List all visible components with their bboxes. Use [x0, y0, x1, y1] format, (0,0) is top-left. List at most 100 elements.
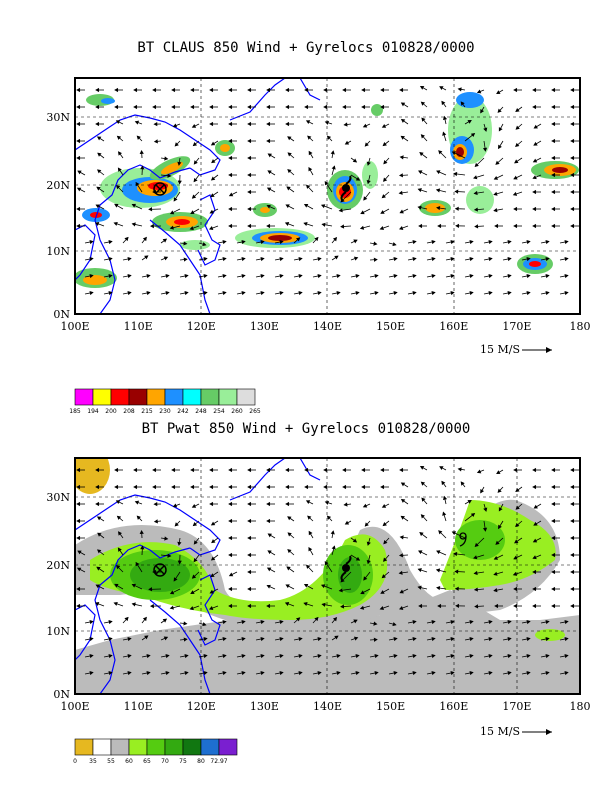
wind-arrowhead: [136, 515, 141, 520]
wind-arrowhead: [247, 501, 252, 507]
wind-arrowhead: [139, 530, 144, 535]
wind-arrowhead: [441, 100, 446, 106]
wind-arrowhead: [76, 87, 81, 93]
wind-arrowhead: [353, 619, 358, 624]
wind-arrowhead: [285, 121, 290, 127]
wind-arrowhead: [382, 522, 387, 527]
wind-arrowhead: [323, 467, 328, 473]
wind-arrowhead: [210, 193, 215, 198]
wind-arrowhead: [380, 467, 385, 473]
wind-arrowhead: [266, 104, 271, 110]
wind-arrowhead: [454, 189, 459, 194]
wind-arrowhead: [298, 653, 303, 659]
wind-arrowhead: [131, 203, 137, 208]
wind-arrowhead: [398, 570, 403, 575]
wind-arrowhead: [89, 239, 94, 245]
wind-arrowhead: [173, 197, 178, 202]
wind-arrowhead: [210, 521, 216, 526]
wind-arrowhead: [513, 87, 518, 93]
wind-arrowhead: [142, 236, 147, 242]
wind-arrowhead: [436, 170, 441, 175]
wind-arrowhead: [400, 102, 406, 107]
wind-arrowhead: [373, 637, 378, 642]
wind-arrowhead: [353, 239, 358, 244]
wind-arrowhead: [570, 569, 575, 575]
wind-arrowhead: [343, 502, 348, 507]
wind-arrowhead: [400, 498, 406, 503]
wind-arrowhead: [266, 87, 271, 93]
wind-arrowhead: [285, 584, 290, 589]
wind-arrowhead: [473, 175, 478, 180]
x-tick-label: 150E: [376, 320, 405, 333]
wind-arrowhead: [467, 119, 472, 124]
wind-arrowhead: [551, 104, 556, 110]
wind-arrowhead: [260, 290, 265, 296]
depression-symbol-icon: [459, 532, 467, 547]
colorbar-swatch: [182, 738, 202, 756]
wind-arrowhead: [450, 619, 455, 625]
wind-arrowhead: [532, 484, 537, 490]
x-tick-label: 160E: [439, 320, 468, 333]
wind-arrowhead: [295, 617, 301, 622]
wind-arrowhead: [564, 619, 569, 625]
wind-arrowhead: [373, 621, 378, 626]
wind-arrowhead: [564, 239, 569, 245]
wind-arrowhead: [228, 121, 233, 127]
wind-arrowhead: [247, 518, 252, 524]
wind-arrowhead: [412, 636, 417, 642]
wind-arrowhead: [153, 139, 158, 144]
wind-arrowhead: [419, 86, 425, 90]
colorbar-swatch: [110, 738, 130, 756]
wind-arrowhead: [469, 670, 474, 676]
wind-arrowhead: [380, 484, 385, 490]
wind-arrowhead: [474, 162, 479, 168]
colorbar-swatch: [164, 738, 184, 756]
wind-arrowhead: [314, 236, 319, 242]
wind-arrowhead: [89, 636, 94, 642]
wind-arrowhead: [184, 670, 189, 676]
wind-arrowhead: [133, 104, 138, 110]
wind-arrowhead: [131, 222, 136, 227]
wind-arrowhead: [171, 484, 176, 490]
wind-arrowhead: [383, 540, 388, 545]
wind-arrowhead: [379, 606, 384, 611]
wind-arrowhead: [203, 290, 208, 296]
colorbar-swatch: [146, 388, 166, 406]
wind-arrowhead: [551, 552, 556, 558]
wind-arrowhead: [431, 290, 436, 296]
wind-arrowhead: [317, 653, 322, 659]
wind-arrowhead: [515, 125, 520, 130]
wind-arrowhead: [493, 191, 498, 196]
wind-arrowhead: [172, 123, 178, 128]
wind-arrowhead: [532, 467, 537, 473]
wind-arrowhead: [298, 670, 303, 676]
wind-arrowhead: [441, 480, 446, 486]
gridlines: [75, 458, 580, 694]
colorbar-swatch: [92, 388, 112, 406]
wind-arrowhead: [260, 670, 265, 676]
y-tick-label: 30N: [46, 111, 70, 124]
wind-arrowhead: [76, 206, 81, 212]
wind-arrowhead: [210, 141, 216, 146]
wind-arrowhead: [228, 138, 233, 144]
wind-arrowhead: [513, 223, 518, 229]
wind-arrowhead: [190, 467, 195, 473]
wind-arrowhead: [366, 559, 371, 565]
wind-arrowhead: [570, 121, 575, 127]
wind-arrowhead: [95, 104, 100, 110]
wind-arrowhead: [287, 516, 292, 521]
wind-arrowhead: [431, 653, 436, 659]
wind-arrowhead: [146, 273, 151, 279]
wind-arrowhead: [383, 160, 388, 165]
wind-arrowhead: [211, 539, 216, 544]
wind-arrowhead: [247, 484, 252, 490]
y-tick-label: 30N: [46, 491, 70, 504]
wind-arrowhead: [260, 653, 265, 659]
wind-arrowhead: [393, 273, 398, 279]
wind-arrowhead: [228, 603, 233, 609]
wind-arrowhead: [304, 87, 309, 93]
wind-arrowhead: [564, 256, 569, 262]
wind-arrowhead: [108, 670, 113, 676]
wind-arrowhead: [570, 501, 575, 507]
wind-arrowhead: [393, 670, 398, 676]
